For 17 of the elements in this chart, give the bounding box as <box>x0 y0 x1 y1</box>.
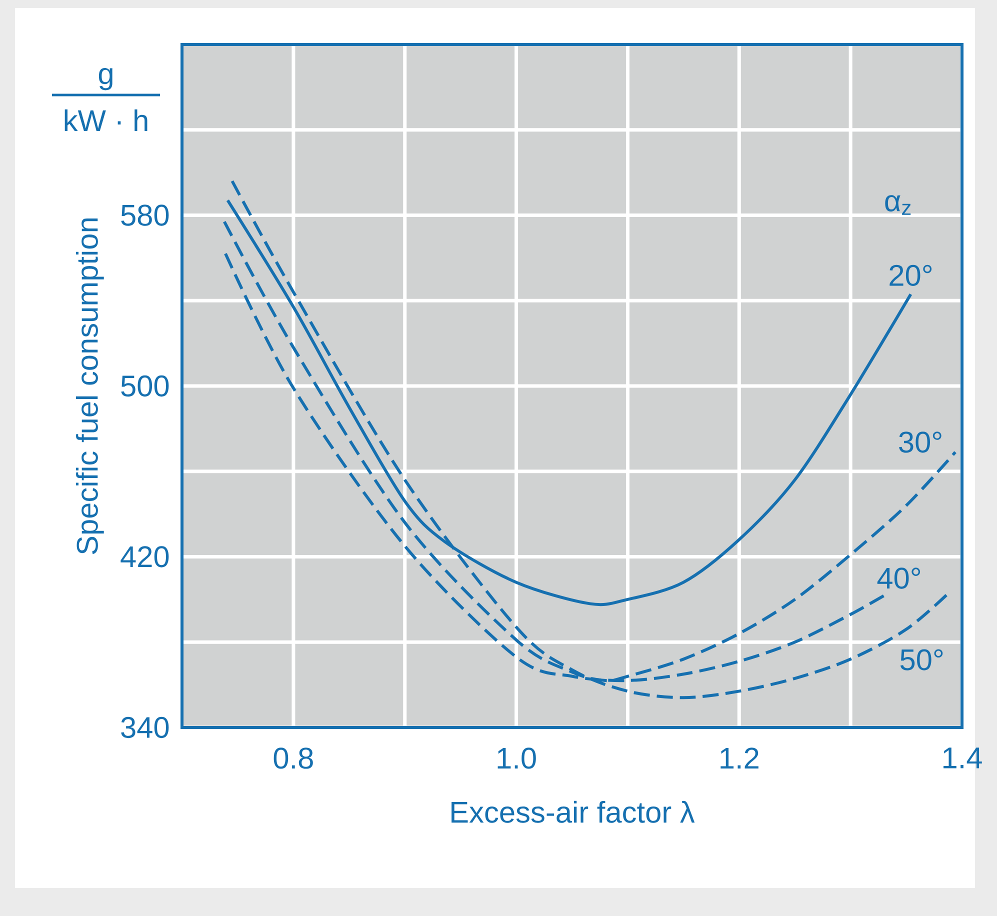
series-label: 40° <box>877 568 920 589</box>
y-tick-label: 420 <box>120 546 169 568</box>
text: kW · h <box>64 109 148 131</box>
y-tick-label: 340 <box>121 716 169 738</box>
x-tick-label: 1.0 <box>498 748 536 769</box>
series-label: 20° <box>890 264 932 286</box>
text: g <box>98 68 112 90</box>
x-tick-label: 1.2 <box>720 748 758 769</box>
series-label: 30° <box>899 432 942 453</box>
legend-title: α$_{z}$ <box>885 195 911 215</box>
x-tick-label: 0.8 <box>274 748 313 769</box>
series-label: 50° <box>900 649 943 670</box>
y-tick-label: 500 <box>121 375 169 397</box>
x-tick-label: 1.4 <box>944 748 982 768</box>
x-axis-title: Excess-air factor λ <box>452 800 695 823</box>
y-tick-label: 580 <box>121 204 169 226</box>
y-axis-title: Specific fuel consumption <box>76 218 104 554</box>
